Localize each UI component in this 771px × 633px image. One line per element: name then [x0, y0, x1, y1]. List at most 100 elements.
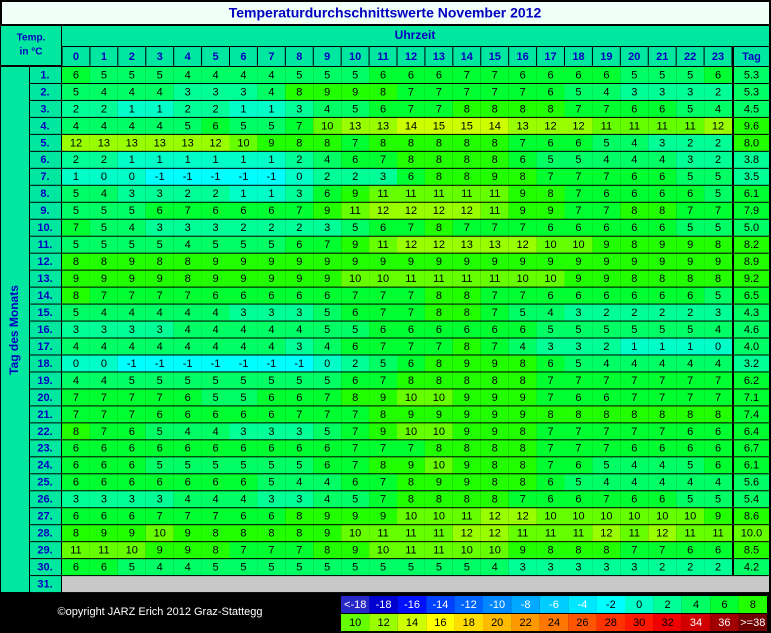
cell-value: 5 [296, 375, 302, 387]
cell-value: 1 [240, 103, 246, 115]
cell [173, 372, 202, 389]
cell-value: 4 [185, 69, 191, 81]
cell [564, 559, 593, 576]
cell [229, 338, 258, 355]
legend-swatch [539, 596, 569, 613]
cell-value: 6 [408, 324, 414, 336]
cell [536, 151, 565, 168]
day-cell [30, 219, 61, 236]
cell [648, 338, 677, 355]
cell [285, 406, 314, 423]
cell-value: 5 [268, 120, 274, 132]
cell-value: 11 [377, 188, 388, 200]
cell-value: 11 [349, 205, 360, 217]
cell-value: 6 [659, 443, 665, 455]
hour-cell [174, 47, 202, 66]
cell [452, 338, 481, 355]
cell [369, 134, 397, 151]
cell [620, 440, 649, 457]
cell [452, 67, 481, 83]
cell [341, 491, 370, 508]
cell [117, 185, 146, 202]
hour-cell [592, 47, 620, 66]
cell-value: 7 [603, 426, 609, 438]
cell [201, 457, 230, 474]
cell-value: 9 [547, 256, 553, 268]
cell [89, 185, 118, 202]
cell [369, 372, 397, 389]
cell [117, 406, 146, 423]
cell-value: 5 [73, 188, 79, 200]
title-bar [2, 2, 769, 24]
cell-value: 9 [436, 477, 442, 489]
cell-value: 7 [547, 443, 553, 455]
cell-value: 11 [573, 528, 584, 540]
cell-value: 8 [575, 545, 581, 557]
cell [369, 423, 397, 440]
cell-value: 11 [433, 273, 444, 285]
cell-value: 7 [185, 205, 191, 217]
cell [536, 321, 565, 338]
cell-value: 7 [352, 137, 358, 149]
cell-value: 2 [324, 171, 330, 183]
cell [508, 474, 537, 491]
cell-value: 6 [687, 188, 693, 200]
cell [285, 67, 314, 83]
cell-value: 2 [296, 154, 302, 166]
cell [592, 236, 621, 253]
cell [145, 355, 174, 372]
cell-value: 4 [157, 307, 163, 319]
cell-value: 8 [185, 273, 191, 285]
cell [285, 168, 314, 185]
cell [341, 508, 370, 525]
cell-value: 12 [461, 205, 473, 217]
cell-value: 9 [185, 545, 191, 557]
avg-cell [734, 389, 769, 406]
cell [620, 423, 649, 440]
cell-value: 9 [352, 188, 358, 200]
title: Temperaturdurchschnittswerte November 20… [229, 5, 542, 21]
cell [536, 100, 565, 117]
cell-value: 5 [268, 239, 274, 251]
cell [564, 304, 593, 321]
cell-value: 9 [603, 273, 609, 285]
cell [257, 321, 286, 338]
cell [536, 117, 565, 134]
avg-value: 10.0 [741, 528, 762, 540]
cell [62, 253, 90, 270]
cell-value: 4 [659, 460, 665, 472]
cell [564, 168, 593, 185]
cell-value: 9 [212, 273, 218, 285]
cell-value: 6 [547, 86, 553, 98]
cell [285, 525, 314, 542]
cell [592, 287, 621, 304]
cell [117, 202, 146, 219]
cell [201, 355, 230, 372]
legend-label: 6 [721, 599, 727, 611]
legend-label: 20 [491, 617, 503, 629]
cell-value: 4 [603, 358, 609, 370]
cell-value: 4 [240, 341, 246, 353]
day-number: 20. [37, 392, 52, 404]
avg-cell [734, 474, 769, 491]
cell-value: 3 [212, 86, 218, 98]
hour-cell [676, 47, 704, 66]
cell-value: 5 [687, 103, 693, 115]
cell-value: 3 [185, 222, 191, 234]
cell [145, 338, 174, 355]
cell-value: 6 [240, 205, 246, 217]
cell [704, 474, 732, 491]
cell [173, 457, 202, 474]
avg-value: 8.0 [744, 137, 759, 149]
cell-value: 8 [268, 528, 274, 540]
cell [229, 117, 258, 134]
legend-label: 24 [548, 617, 560, 629]
cell [676, 440, 705, 457]
cell [536, 338, 565, 355]
hour-label: 11 [377, 51, 389, 63]
cell [620, 338, 649, 355]
cell [480, 457, 509, 474]
cell [704, 542, 732, 559]
cell-value: 10 [126, 545, 138, 557]
cell-value: 3 [296, 426, 302, 438]
